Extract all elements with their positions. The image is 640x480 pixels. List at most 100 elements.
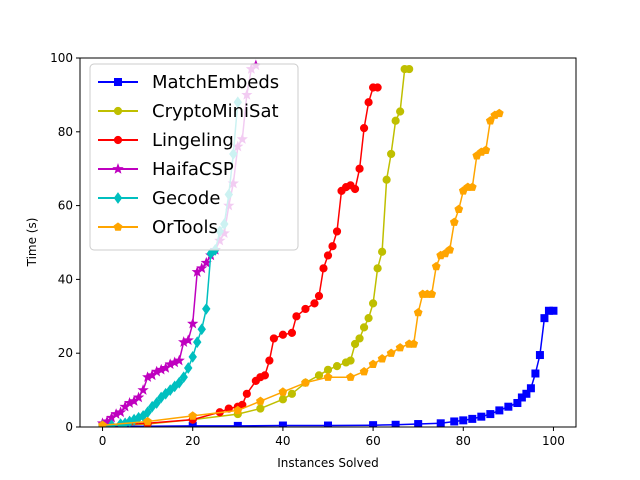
data-point <box>132 391 145 403</box>
data-point <box>359 366 369 376</box>
data-point <box>278 330 288 339</box>
y-tick-label: 100 <box>50 51 73 65</box>
data-point <box>405 64 414 74</box>
y-tick-label: 40 <box>58 272 73 286</box>
data-point <box>323 251 333 260</box>
data-point <box>526 384 535 393</box>
data-point <box>427 289 437 298</box>
data-point <box>396 107 405 116</box>
data-point <box>202 303 211 315</box>
data-point <box>287 328 297 338</box>
legend-entry: OrTools <box>98 217 218 238</box>
data-point <box>549 306 558 315</box>
data-point <box>137 384 149 395</box>
data-point <box>197 323 206 336</box>
data-point <box>265 356 274 365</box>
data-point <box>310 299 319 308</box>
series-matchembeds <box>98 306 558 427</box>
data-point <box>314 291 324 301</box>
data-point <box>143 416 152 426</box>
data-point <box>513 399 522 408</box>
y-axis-label: Time (s) <box>25 218 39 268</box>
data-point <box>188 411 198 420</box>
data-point <box>184 362 193 374</box>
data-point <box>395 343 405 352</box>
data-point <box>196 262 208 274</box>
data-point <box>531 369 540 378</box>
series-ortools <box>98 108 504 427</box>
data-point <box>174 376 184 389</box>
legend-marker <box>112 163 124 174</box>
data-point <box>486 410 495 419</box>
data-point <box>467 182 477 191</box>
x-tick-label: 20 <box>185 434 200 448</box>
data-point <box>391 420 400 427</box>
data-point <box>260 371 269 380</box>
legend-marker <box>113 222 123 231</box>
data-point <box>314 371 324 380</box>
data-point <box>179 371 188 384</box>
data-point <box>387 149 396 159</box>
data-point <box>359 323 369 332</box>
data-point <box>355 334 364 343</box>
data-point <box>369 421 378 427</box>
x-tick-label: 60 <box>365 434 380 448</box>
data-point <box>454 204 464 213</box>
legend-entry: Lingeling <box>98 130 234 151</box>
data-point <box>278 395 288 404</box>
data-point <box>292 312 301 321</box>
legend-box <box>89 63 299 251</box>
data-point <box>504 402 513 411</box>
data-point <box>242 389 251 398</box>
y-tick-label: 20 <box>58 346 73 360</box>
data-point <box>413 307 423 317</box>
data-point <box>522 389 531 398</box>
data-point <box>114 406 127 418</box>
data-point <box>468 414 477 423</box>
axes-frame <box>79 57 577 428</box>
y-tick-label: 60 <box>58 199 73 213</box>
data-point <box>328 242 337 251</box>
legend: MatchEmbeds CryptoMiniSat Lingeling HaifaCS… <box>89 63 299 251</box>
data-point <box>233 405 243 415</box>
data-point <box>256 404 265 413</box>
x-tick-label: 40 <box>275 434 290 448</box>
y-tick-label: 0 <box>65 420 73 434</box>
data-point <box>450 417 459 426</box>
legend-marker <box>113 192 123 204</box>
data-point <box>535 351 544 360</box>
data-point <box>459 416 468 425</box>
data-point <box>323 365 333 374</box>
data-point <box>409 339 419 348</box>
data-point <box>431 261 441 271</box>
data-point <box>269 334 278 343</box>
data-point <box>319 264 328 273</box>
data-point <box>386 348 396 357</box>
legend-label: MatchEmbeds <box>152 72 279 93</box>
data-point <box>449 217 459 226</box>
data-point <box>98 420 107 427</box>
data-point <box>332 227 342 236</box>
data-point <box>301 304 310 314</box>
data-point <box>193 336 202 348</box>
series-cryptominisat <box>98 64 414 427</box>
data-point <box>364 98 373 107</box>
legend-label: HaifaCSP <box>152 159 234 180</box>
data-point <box>355 164 364 173</box>
data-point <box>378 247 387 256</box>
legend-label: Lingeling <box>152 130 234 151</box>
legend-marker <box>113 135 123 145</box>
data-point <box>332 362 342 371</box>
data-point <box>391 116 400 125</box>
legend-entry: Gecode <box>98 188 220 209</box>
legend-label: OrTools <box>152 217 218 238</box>
data-point <box>182 334 194 346</box>
data-point <box>494 108 504 118</box>
data-point <box>287 389 297 398</box>
data-point <box>359 124 369 133</box>
data-point <box>346 356 355 365</box>
x-tick-label: 100 <box>542 434 565 448</box>
data-point <box>233 421 242 427</box>
data-point <box>350 339 360 349</box>
legend-marker <box>114 78 122 86</box>
